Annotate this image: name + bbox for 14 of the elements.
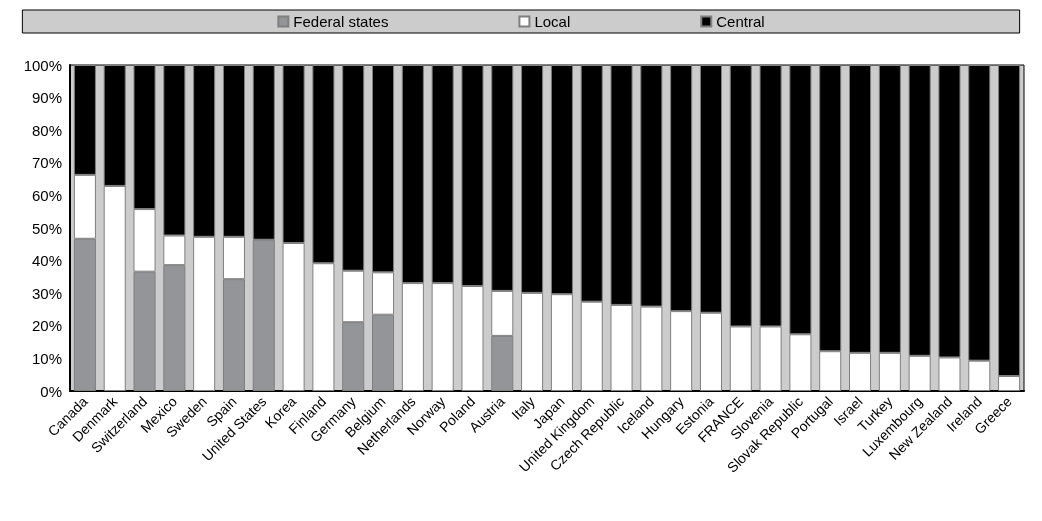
legend-label: Local <box>534 13 571 30</box>
y-tick-label: 20% <box>31 317 62 335</box>
y-tick-label: 50% <box>31 219 62 237</box>
y-tick-label: 30% <box>31 284 62 302</box>
y-tick-label: 10% <box>31 349 62 367</box>
y-tick-label: 80% <box>31 121 62 139</box>
legend-label: Central <box>716 13 765 30</box>
y-tick-label: 70% <box>31 154 62 172</box>
y-tick-label: 0% <box>40 382 62 400</box>
legend-label: Federal states <box>293 13 389 30</box>
y-tick-label: 60% <box>31 186 62 204</box>
y-tick-label: 90% <box>31 89 62 107</box>
y-tick-label: 40% <box>31 252 62 270</box>
y-tick-label: 100% <box>23 56 62 74</box>
